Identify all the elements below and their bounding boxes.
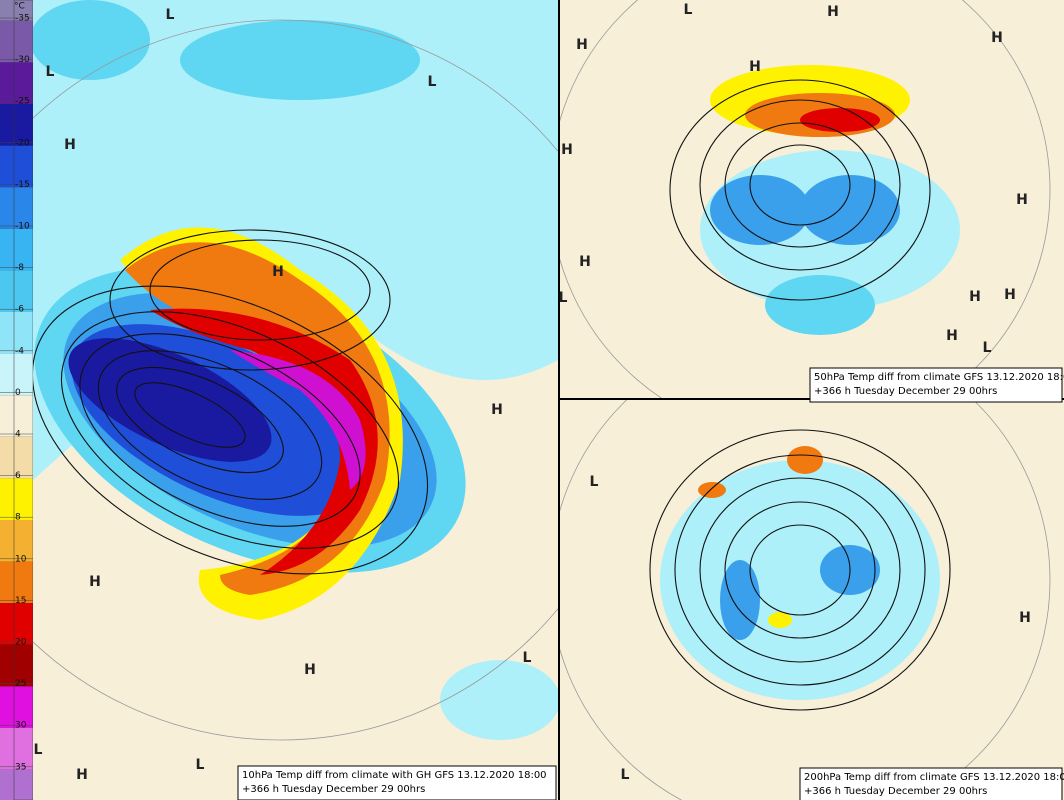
colorbar-label: 4 [15,430,21,440]
colorbar-band [0,686,33,728]
pressure-label: H [89,574,101,590]
colorbar-label: -10 [15,222,30,232]
pressure-label: H [76,767,88,783]
colorbar-band [0,187,33,229]
map-labels: L L L H H H H H L L H L L H H H H H H H L H H H L L H L 10hPa Temp d… [34,2,1064,800]
colorbar-band [0,478,33,520]
colorbar-label: -6 [15,305,24,315]
colorbar-band [0,769,33,800]
colorbar-band [0,104,33,146]
pressure-label: H [1004,287,1016,303]
pressure-label: H [991,30,1003,46]
colorbar-label: 20 [15,638,27,648]
pressure-label: L [983,340,992,356]
caption-box [809,367,1063,403]
colorbar-label: 35 [15,762,26,772]
colorbar-label: -35 [15,14,30,24]
pressure-label: H [946,328,958,344]
map-50hpa [560,0,1064,398]
colorbar-label: -4 [15,346,24,356]
colorbar-label: 8 [15,513,21,523]
colorbar-label: 15 [15,596,26,606]
colorbar-label: -15 [15,180,30,190]
colorbar-band [0,270,33,312]
colorbar-label: -20 [15,138,30,148]
colorbar-band [0,312,33,354]
colorbar-label: 6 [15,471,21,481]
caption-line: +366 h Tuesday December 29 00hrs [242,784,425,795]
colorbar-band [0,395,33,437]
pressure-label: H [1019,610,1031,626]
pressure-label: L [523,650,532,666]
pressure-label: H [749,59,761,75]
pressure-label: H [272,264,284,280]
colorbar-band [0,603,33,645]
pressure-label: H [304,662,316,678]
pressure-label: L [590,474,599,490]
colorbar-band [0,20,33,63]
caption-line: 200hPa Temp diff from climate GFS 13.12.… [804,772,1064,783]
colorbar: °C -35 -30 -25 -20 -15 -10 -8 -6 -4 0 4 6 8 10 15 20 25 30… [0,0,34,800]
pressure-label: L [166,7,175,23]
colorbar-band [0,644,33,687]
colorbar-label: -8 [15,263,24,273]
caption-box [237,765,557,800]
caption-line: +366 h Tuesday December 29 00hrs [804,786,987,797]
colorbar-label: -25 [15,97,30,107]
pressure-label: H [969,289,981,305]
pressure-label: L [46,64,55,80]
pressure-label: H [491,402,503,418]
pressure-label: H [64,137,76,153]
colorbar-label: 0 [15,388,21,398]
pressure-label: L [34,742,43,758]
pressure-label: H [827,4,839,20]
colorbar-label: 10 [15,554,27,564]
pressure-label: L [559,290,568,306]
pressure-label: L [621,767,630,783]
colorbar-band [0,62,33,104]
colorbar-band [0,0,33,21]
pressure-label: H [1016,192,1028,208]
pressure-label: H [579,254,591,270]
pressure-label: L [684,2,693,18]
colorbar-band [0,353,33,396]
pressure-label: L [428,74,437,90]
colorbar-label: 25 [15,679,26,689]
caption-line: 10hPa Temp diff from climate with GH GFS… [242,770,547,781]
pressure-label: H [561,142,573,158]
colorbar-band [0,728,33,770]
pressure-label: H [576,37,588,53]
colorbar-band [0,228,33,271]
colorbar-band [0,561,33,604]
pressure-label: L [196,757,205,773]
colorbar-band [0,520,33,562]
colorbar-band [0,436,33,479]
caption-box [799,767,1063,800]
caption-line: +366 h Tuesday December 29 00hrs [814,386,997,397]
colorbar-label: 30 [15,721,27,731]
map-200hpa [560,400,1064,800]
colorbar-label: -30 [15,55,30,65]
map-10hpa [33,0,558,800]
colorbar-unit: °C [14,2,25,12]
caption-line: 50hPa Temp diff from climate GFS 13.12.2… [814,372,1064,383]
colorbar-band [0,145,33,188]
